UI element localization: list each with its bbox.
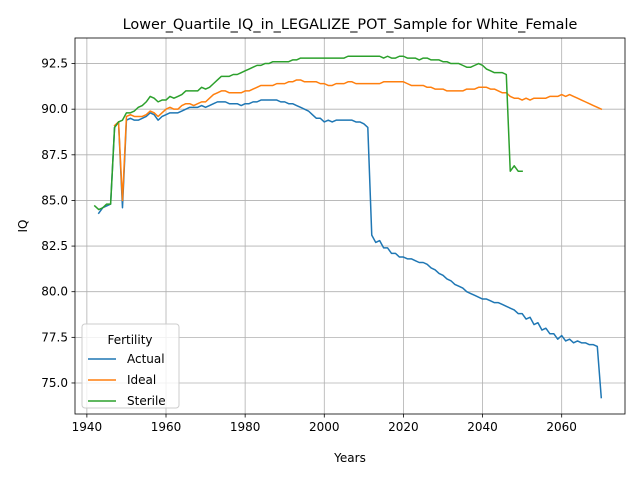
y-tick-label: 82.5 <box>41 239 68 253</box>
legend-label-actual: Actual <box>127 352 165 366</box>
y-tick-label: 85.0 <box>41 193 68 207</box>
y-tick-label: 80.0 <box>41 285 68 299</box>
series-line-ideal <box>113 79 603 202</box>
y-axis-label: IQ <box>16 220 30 233</box>
x-axis-label: Years <box>333 451 366 465</box>
y-tick-label: 90.0 <box>41 102 68 116</box>
legend-title: Fertility <box>107 333 152 347</box>
y-axis: 75.0 77.5 80.0 82.5 85.0 87.5 90.0 92.5 <box>41 57 75 390</box>
legend: Fertility Actual Ideal Sterile <box>81 323 180 409</box>
legend-box <box>81 323 180 409</box>
x-tick-label: 2000 <box>309 420 340 434</box>
x-tick-label: 2060 <box>546 420 577 434</box>
legend-items: Actual Ideal Sterile <box>88 352 166 408</box>
y-tick-label: 77.5 <box>41 330 68 344</box>
series-line-sterile <box>93 55 523 211</box>
series-line-actual <box>97 99 603 399</box>
x-tick-label: 1940 <box>72 420 103 434</box>
y-tick-label: 92.5 <box>41 57 68 71</box>
x-tick-label: 2020 <box>388 420 419 434</box>
plot-frame <box>74 37 626 415</box>
y-tick-label: 75.0 <box>41 376 68 390</box>
legend-label-sterile: Sterile <box>127 394 166 408</box>
x-tick-label: 1980 <box>230 420 261 434</box>
legend-label-ideal: Ideal <box>127 373 156 387</box>
x-tick-label: 2040 <box>467 420 498 434</box>
series-lines <box>93 55 603 399</box>
y-tick-label: 87.5 <box>41 148 68 162</box>
x-axis: 1940 1960 1980 2000 2020 2040 2060 <box>72 414 577 434</box>
x-tick-label: 1960 <box>151 420 182 434</box>
chart-title: Lower_Quartile_IQ_in_LEGALIZE_POT_Sample… <box>123 17 578 33</box>
